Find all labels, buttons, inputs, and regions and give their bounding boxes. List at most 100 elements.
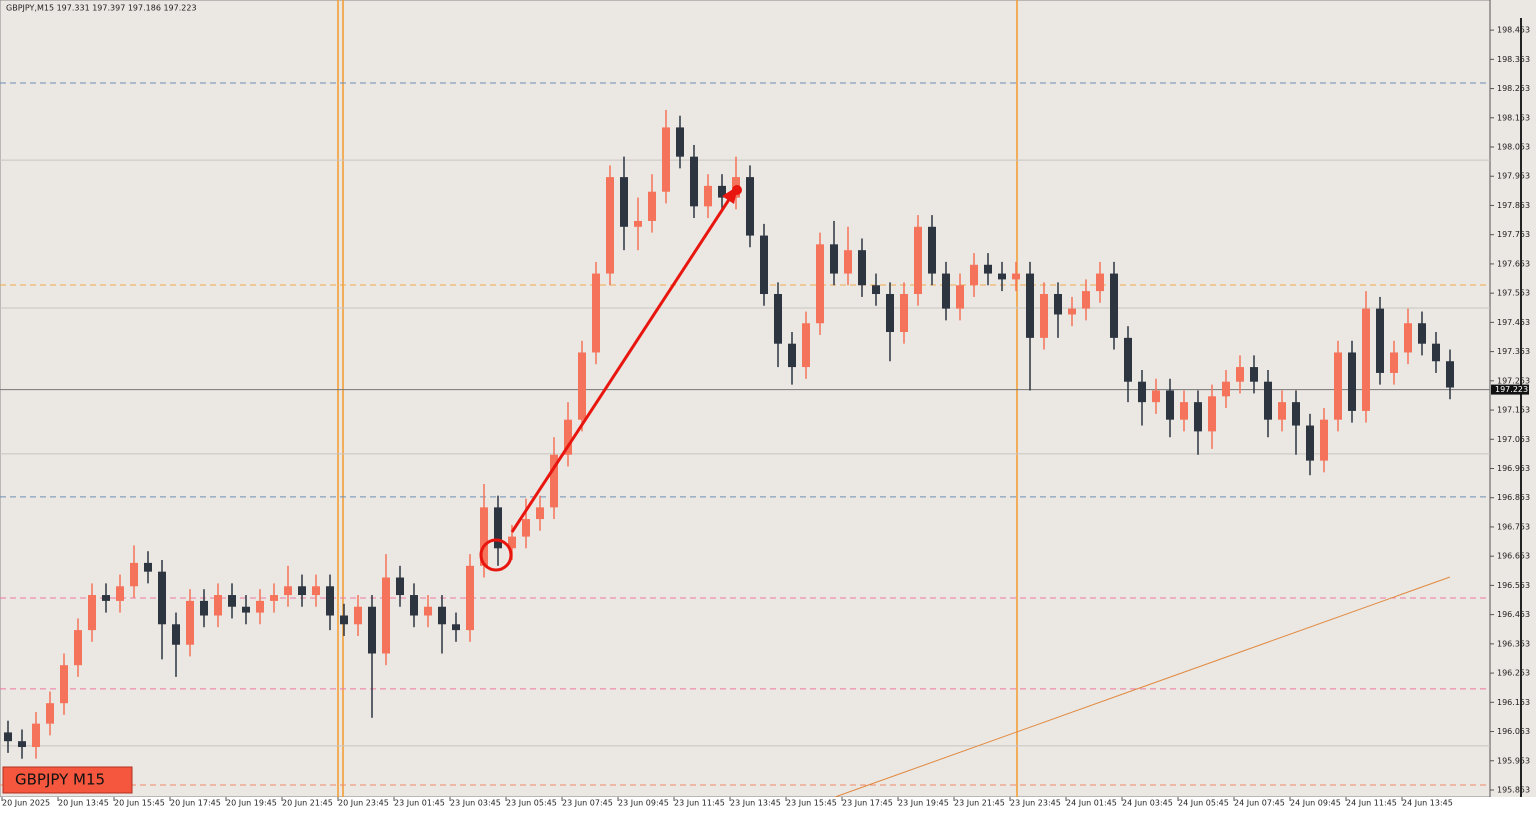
x-tick-label: 23 Jun 03:45: [450, 799, 501, 808]
x-tick-label: 23 Jun 11:45: [674, 799, 725, 808]
y-tick-label: 196.553: [1497, 581, 1530, 590]
x-tick-label: 20 Jun 2025: [2, 799, 50, 808]
y-tick-label: 197.253: [1497, 376, 1530, 385]
candle-body: [564, 419, 572, 455]
y-tick-label: 198.253: [1497, 84, 1530, 93]
candle-body: [284, 586, 292, 596]
candle-body: [956, 285, 964, 309]
candle-body: [144, 562, 152, 572]
y-tick-label: 196.453: [1497, 610, 1530, 619]
candle-body: [1110, 273, 1118, 338]
candle-body: [536, 507, 544, 520]
badge: GBPJPY M15: [15, 771, 105, 789]
candle-body: [718, 185, 726, 198]
candle-body: [830, 244, 838, 274]
y-tick-label: 195.853: [1497, 785, 1530, 794]
arrow: [510, 197, 732, 533]
candle-body: [326, 586, 334, 616]
x-tick-label: 20 Jun 13:45: [58, 799, 109, 808]
candle-body: [354, 606, 362, 625]
candle-body: [1026, 273, 1034, 338]
candle-body: [116, 586, 124, 601]
candle-body: [88, 595, 96, 631]
y-tick-label: 197.353: [1497, 347, 1530, 356]
candle-body: [32, 723, 40, 748]
x-tick-label: 23 Jun 05:45: [506, 799, 557, 808]
candle-body: [606, 177, 614, 274]
candle-body: [1306, 425, 1314, 461]
candle-body: [802, 323, 810, 368]
candle-body: [1222, 381, 1230, 397]
chart-title: GBPJPY,M15 197.331 197.397 197.186 197.2…: [6, 4, 197, 13]
candle-body: [788, 343, 796, 368]
candle-body: [130, 562, 138, 587]
candle-body: [228, 595, 236, 607]
y-tick-label: 196.153: [1497, 698, 1530, 707]
plot-area: [0, 0, 1491, 798]
candle-body: [984, 264, 992, 274]
candle-body: [970, 264, 978, 286]
candle-body: [858, 250, 866, 286]
candle-body: [662, 127, 670, 192]
candle-body: [270, 595, 278, 601]
candle-body: [1390, 352, 1398, 373]
candle-body: [1362, 308, 1370, 411]
candle-body: [690, 156, 698, 207]
x-tick-label: 23 Jun 19:45: [898, 799, 949, 808]
candle-body: [102, 595, 110, 601]
candle-body: [1404, 323, 1412, 353]
x-tick-label: 24 Jun 09:45: [1290, 799, 1341, 808]
last-price-label: 197.223: [1495, 385, 1528, 394]
candle-body: [1250, 367, 1258, 382]
candle-body: [998, 273, 1006, 280]
x-tick-label: 24 Jun 01:45: [1066, 799, 1117, 808]
y-tick-label: 197.653: [1497, 259, 1530, 268]
candle-body: [634, 220, 642, 227]
candle-body: [844, 250, 852, 274]
y-tick-label: 195.953: [1497, 756, 1530, 765]
x-tick-label: 23 Jun 23:45: [1010, 799, 1061, 808]
y-tick-label: 196.053: [1497, 727, 1530, 736]
y-tick-label: 198.053: [1497, 143, 1530, 152]
candle-body: [396, 577, 404, 596]
x-tick-label: 24 Jun 11:45: [1346, 799, 1397, 808]
candle-body: [1292, 402, 1300, 426]
candle-body: [1348, 352, 1356, 411]
x-tick-label: 20 Jun 19:45: [226, 799, 277, 808]
candle-body: [1040, 294, 1048, 338]
y-tick-label: 197.553: [1497, 289, 1530, 298]
y-tick-label: 197.853: [1497, 201, 1530, 210]
candle-body: [1096, 273, 1104, 292]
y-tick-label: 196.853: [1497, 493, 1530, 502]
candle-body: [1208, 396, 1216, 432]
candle-body: [648, 191, 656, 221]
candle-body: [298, 586, 306, 596]
candle-body: [1054, 294, 1062, 315]
x-tick-label: 24 Jun 05:45: [1178, 799, 1229, 808]
y-tick-label: 198.453: [1497, 26, 1530, 35]
candle-body: [340, 615, 348, 625]
candle-body: [1432, 343, 1440, 362]
candle-body: [522, 519, 530, 537]
y-tick-label: 196.953: [1497, 464, 1530, 473]
x-tick-label: 23 Jun 21:45: [954, 799, 1005, 808]
candle-body: [1180, 402, 1188, 420]
candle-body: [914, 226, 922, 295]
candle-body: [4, 732, 12, 742]
candle-body: [466, 565, 474, 631]
candle-body: [1068, 308, 1076, 315]
candle-body: [704, 185, 712, 207]
x-tick-label: 23 Jun 07:45: [562, 799, 613, 808]
candle-body: [1194, 402, 1202, 432]
y-tick-label: 196.353: [1497, 639, 1530, 648]
candle-body: [746, 177, 754, 236]
candle-body: [312, 586, 320, 596]
candle-body: [410, 595, 418, 616]
trend-line: [834, 576, 1451, 798]
candle-body: [214, 595, 222, 616]
y-tick-label: 197.953: [1497, 172, 1530, 181]
candle-body: [592, 273, 600, 353]
candle-body: [928, 226, 936, 274]
x-tick-label: 24 Jun 07:45: [1234, 799, 1285, 808]
y-tick-label: 197.753: [1497, 230, 1530, 239]
